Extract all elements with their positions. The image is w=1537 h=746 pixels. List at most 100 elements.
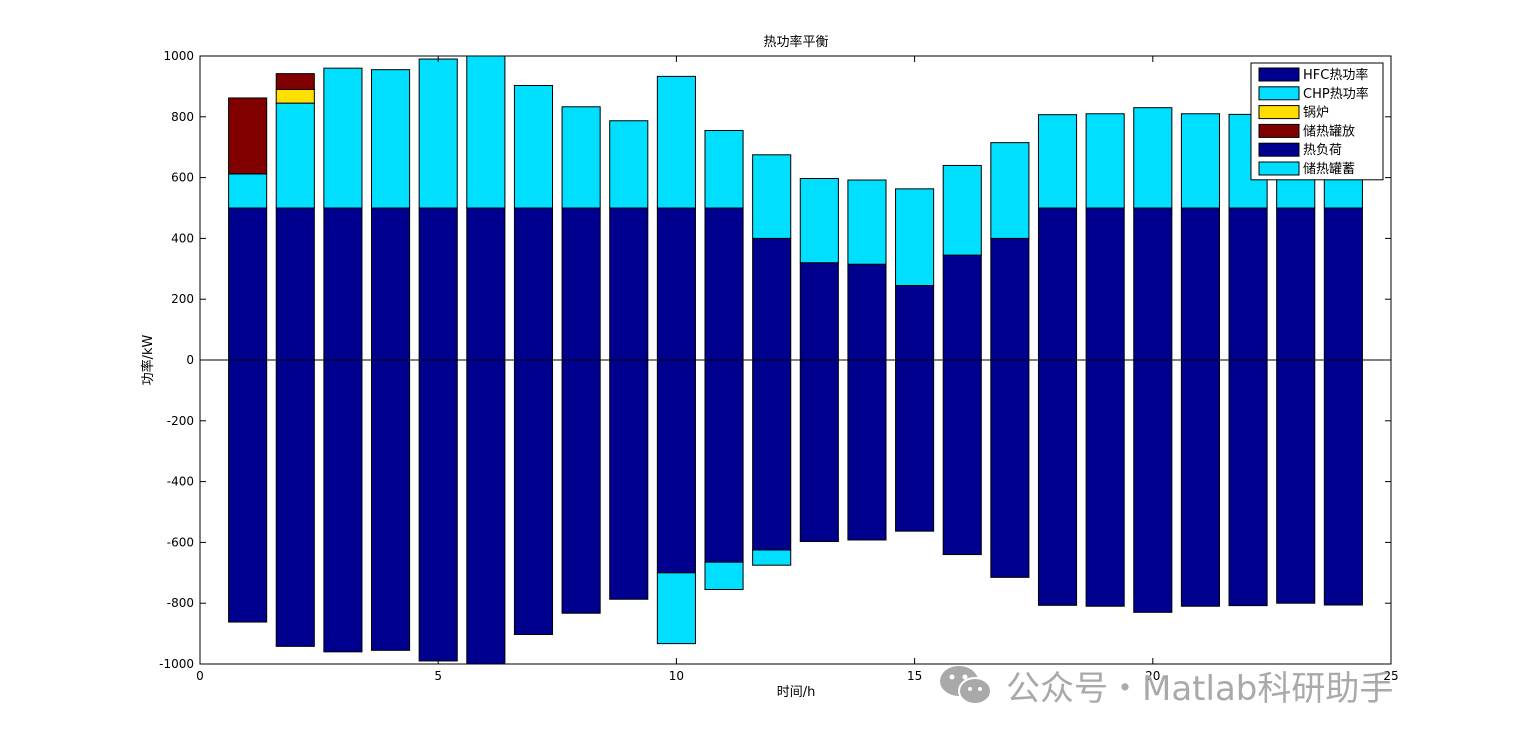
bar-hour-8-series-1 [561,106,601,209]
bar-hour-9-series-0 [609,207,649,361]
bars-group [228,55,1363,665]
bar-hour-5-series-4 [418,359,458,662]
bar-hour-15-series-4 [895,359,935,532]
y-tick-label: 1000 [163,49,194,63]
chart-title: 热功率平衡 [763,34,828,50]
legend-swatch [1258,86,1300,101]
bar-hour-1-series-4 [228,359,268,623]
bar-hour-9-series-1 [609,120,649,209]
x-tick-label: 15 [907,669,922,683]
bar-hour-11-series-0 [704,207,744,361]
bar-hour-24-series-4 [1323,359,1363,606]
bar-hour-10-series-4 [656,359,696,574]
bar-hour-16-series-0 [942,254,982,361]
y-axis-label: 功率/kW [140,334,156,385]
watermark-text: 公众号・Matlab科研助手 [1006,668,1394,709]
bar-hour-11-series-5 [704,561,744,591]
bar-hour-2-series-1 [275,102,315,209]
bar-hour-13-series-1 [799,178,839,264]
bar-hour-3-series-0 [323,207,363,361]
legend-entry: HFC热功率 [1303,67,1368,83]
bar-hour-2-series-0 [275,207,315,361]
legend-swatch [1258,105,1300,120]
y-tick-label: 800 [171,110,194,124]
bar-hour-21-series-4 [1180,359,1220,607]
bar-hour-6-series-0 [466,207,506,361]
bar-hour-16-series-4 [942,359,982,556]
bar-hour-19-series-4 [1085,359,1125,607]
y-axis: -1000 -800 -600 -400 -200 0 200 400 600 800 1000 [159,49,1391,671]
bar-hour-13-series-0 [799,262,839,361]
bar-hour-8-series-0 [561,207,601,361]
bar-hour-20-series-4 [1133,359,1173,613]
x-axis: 0 5 10 15 20 25 [196,56,1399,683]
bar-hour-19-series-1 [1085,113,1125,209]
legend-entry: 储热罐蓄 [1303,162,1355,177]
bar-hour-16-series-1 [942,164,982,256]
bar-hour-18-series-1 [1037,114,1078,209]
bar-hour-11-series-4 [704,359,744,563]
bar-hour-15-series-1 [895,188,935,287]
legend-swatch [1258,67,1300,82]
y-tick-label: 0 [186,353,194,367]
bar-hour-2-series-3 [275,73,315,90]
bar-hour-21-series-0 [1180,207,1220,361]
bar-hour-9-series-4 [609,359,649,600]
bar-hour-20-series-1 [1133,107,1173,209]
bar-hour-12-series-1 [752,154,792,239]
bar-hour-12-series-0 [752,237,792,361]
bar-hour-10-series-1 [656,75,696,209]
bar-hour-14-series-1 [847,179,887,265]
bar-hour-12-series-4 [752,359,792,551]
bar-hour-4-series-4 [371,359,411,651]
legend-entry: CHP热功率 [1303,86,1369,102]
bar-hour-2-series-2 [275,88,315,104]
bar-hour-17-series-4 [990,359,1030,578]
legend-entry: 储热罐放 [1303,124,1355,139]
x-tick-label: 20 [1145,669,1160,683]
bar-hour-6-series-1 [466,55,506,209]
y-tick-label: 200 [171,292,194,306]
bar-hour-22-series-4 [1228,359,1268,607]
bar-hour-14-series-0 [847,263,887,361]
bar-hour-4-series-1 [371,69,411,209]
bar-hour-5-series-0 [418,207,458,361]
legend-entry: 锅炉 [1303,105,1329,121]
bar-hour-22-series-0 [1228,207,1268,361]
y-tick-label: 400 [171,231,194,245]
y-tick-label: 600 [171,171,194,185]
bar-hour-7-series-0 [513,207,554,361]
bar-hour-18-series-4 [1037,359,1078,606]
bar-hour-4-series-0 [371,207,411,361]
legend-swatch [1258,123,1300,138]
y-tick-label: -1000 [159,657,194,671]
x-tick-label: 10 [669,669,684,683]
bar-hour-21-series-1 [1180,113,1220,209]
bar-hour-1-series-3 [228,97,268,175]
bar-hour-18-series-0 [1037,207,1078,361]
wechat-icon [940,666,992,705]
x-tick-label: 5 [434,669,442,683]
bar-hour-3-series-1 [323,67,363,209]
bar-hour-23-series-0 [1276,207,1316,361]
bar-hour-8-series-4 [561,359,601,614]
bar-hour-17-series-1 [990,142,1030,239]
legend-swatch [1258,161,1300,176]
bar-hour-14-series-4 [847,359,887,541]
bar-hour-12-series-5 [752,549,792,566]
legend-entry: 热负荷 [1303,143,1342,158]
bar-hour-7-series-4 [513,359,554,636]
watermark: 公众号・Matlab科研助手 [938,662,1394,709]
bar-hour-13-series-4 [799,359,839,542]
bar-hour-15-series-0 [895,285,935,361]
bar-hour-6-series-4 [466,359,506,665]
bar-hour-17-series-0 [990,237,1030,361]
legend-box [1250,62,1384,181]
bar-hour-19-series-0 [1085,207,1125,361]
x-axis-label: 时间/h [777,685,816,700]
bar-hour-1-series-0 [228,207,268,361]
y-tick-label: -600 [167,535,194,549]
y-tick-label: -400 [167,475,194,489]
